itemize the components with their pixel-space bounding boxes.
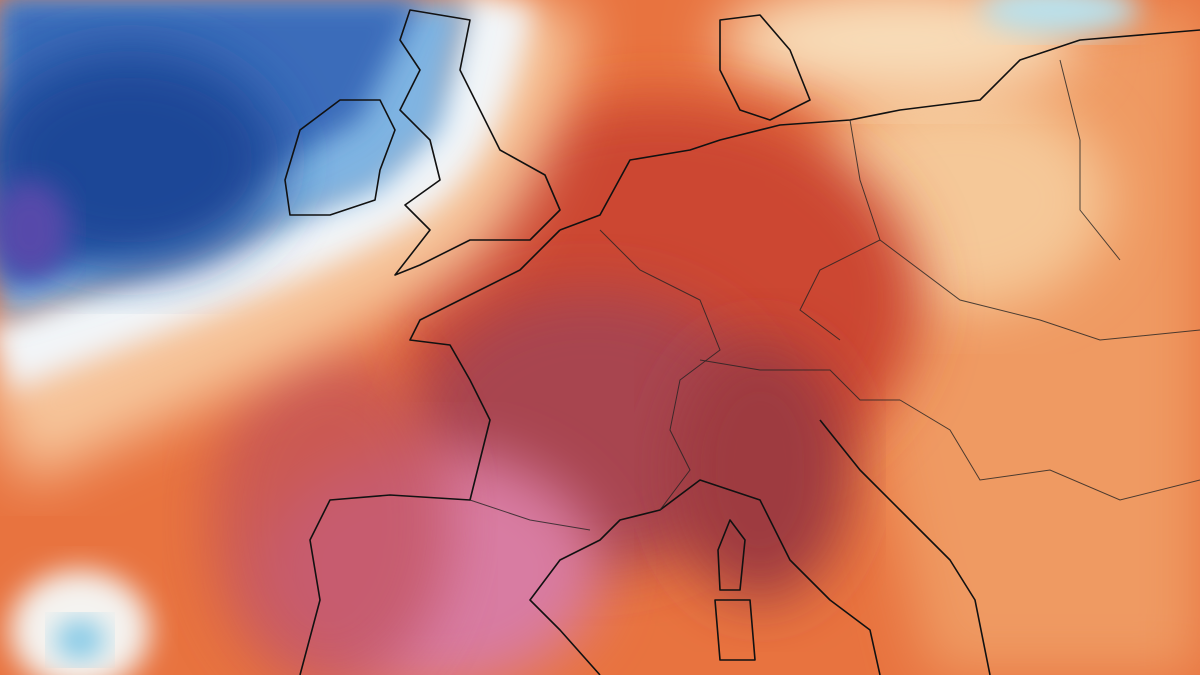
coast-corsica	[717, 519, 746, 591]
coast-sardinia	[714, 599, 756, 661]
field-white-band	[0, 0, 534, 393]
field-deep-blue	[0, 50, 280, 270]
border-balkans	[899, 399, 1200, 501]
coast-britain	[394, 9, 561, 276]
coast-north	[559, 29, 1200, 231]
field-cool-core	[55, 620, 105, 660]
field-purple	[0, 180, 70, 280]
border-germany-east	[799, 119, 881, 341]
border-poland-east	[1059, 59, 1121, 261]
field-north-light	[720, 0, 1080, 100]
border-pyrenees	[469, 499, 591, 531]
border-central	[879, 239, 1200, 341]
field-baltic-cool	[980, 0, 1140, 35]
coast-atlantic	[299, 229, 561, 675]
coastlines	[284, 9, 1200, 675]
borders	[469, 59, 1200, 531]
border-alps	[699, 359, 900, 401]
coast-ireland	[284, 99, 396, 216]
field-italy-dark	[670, 340, 850, 600]
coast-denmark	[719, 14, 811, 121]
border-france-east	[599, 229, 721, 511]
coast-adriatic	[819, 419, 991, 675]
field-atlantic-dark	[210, 350, 450, 675]
